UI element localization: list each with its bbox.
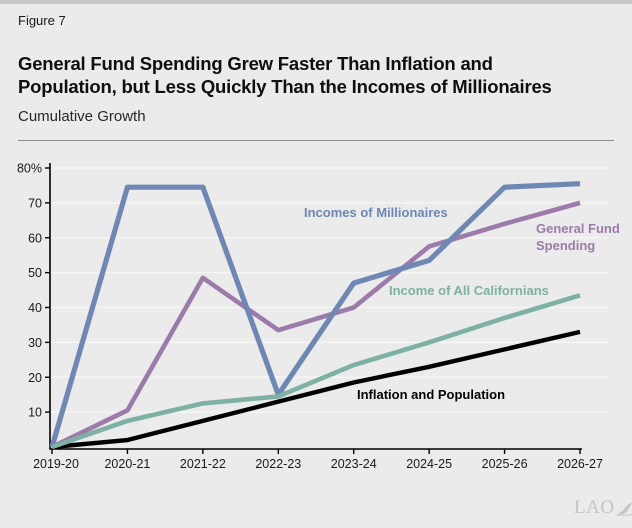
header-divider: [18, 140, 614, 141]
top-border: [0, 0, 632, 4]
x-tick-label: 2025-26: [482, 457, 528, 471]
y-tick-label: 10: [28, 406, 42, 420]
axes: [49, 163, 582, 450]
y-tick-label: 60: [28, 231, 42, 245]
y-tick-label: 40: [28, 301, 42, 315]
chart-title: General Fund Spending Grew Faster Than I…: [18, 52, 614, 98]
y-tick-label: 80%: [17, 162, 42, 176]
lao-logo-text: LAO: [574, 497, 615, 518]
series-line-income-of-all-californians: [51, 293, 581, 450]
series-label-inflation-and-population: Inflation and Population: [357, 387, 506, 402]
lao-logo-bear-icon: [614, 502, 632, 516]
series-label-income-of-all-californians: Income of All Californians: [389, 283, 549, 298]
series-line-general-fund-spending: [50, 200, 581, 450]
y-tick-label: 50: [28, 266, 42, 280]
chart-title-line1: General Fund Spending Grew Faster Than I…: [18, 53, 493, 74]
lao-logo: LAO: [574, 497, 632, 519]
y-tick-label: 30: [28, 336, 42, 350]
x-tick-label: 2024-25: [406, 457, 452, 471]
x-tick-label: 2026-27: [557, 457, 603, 471]
y-tick-label: 20: [28, 371, 42, 385]
series-label-incomes-of-millionaires: Incomes of Millionaires: [304, 205, 448, 220]
x-tick-label: 2023-24: [331, 457, 377, 471]
x-tick-label: 2021-22: [180, 457, 226, 471]
chart-subtitle: Cumulative Growth: [18, 108, 146, 125]
series-line-incomes-of-millionaires: [49, 181, 581, 448]
x-tick-label: 2020-21: [104, 457, 150, 471]
series-line-inflation-and-population: [51, 329, 581, 450]
x-tick-label: 2019-20: [33, 457, 79, 471]
series-label-general-fund-spending: General Fund Spending: [536, 221, 620, 253]
figure-number: Figure 7: [18, 13, 66, 28]
y-tick-label: 70: [28, 196, 42, 210]
x-tick-label: 2022-23: [255, 457, 301, 471]
chart-title-line2: Population, but Less Quickly Than the In…: [18, 76, 552, 97]
